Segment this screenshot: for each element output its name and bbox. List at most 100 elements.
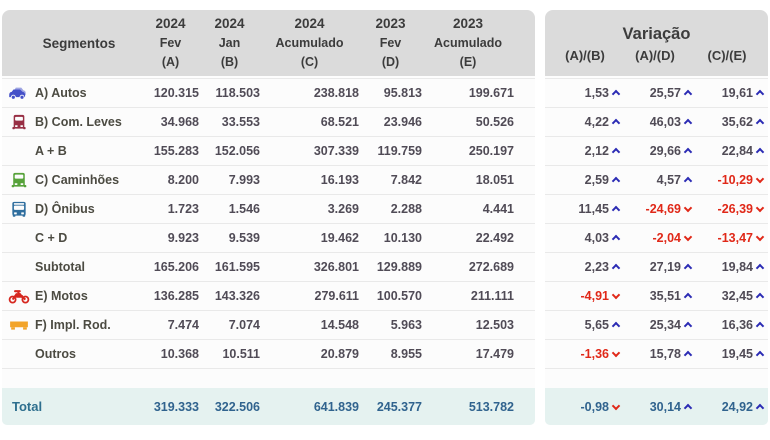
variation-row-c-plus-d: 4,03 -2,04 -13,47: [545, 223, 768, 252]
variation-panel: Variação (A)/(B) (A)/(D) (C)/(E) 1,53 25…: [545, 10, 768, 425]
variation-value: -2,04: [619, 229, 693, 247]
value-e: 211.111: [470, 289, 514, 303]
value-d: 5.963: [390, 318, 422, 332]
table-row-subtotal: Subtotal 165.206 161.595 326.801 129.889…: [2, 252, 535, 281]
value-d: 23.946: [383, 115, 422, 129]
trend-arrow-icon: [755, 403, 765, 412]
variation-title: Variação: [622, 25, 691, 43]
value-e: 17.479: [475, 347, 514, 361]
value-e: 18.051: [475, 173, 514, 187]
van-icon: [8, 114, 35, 130]
cars-icon: [8, 85, 35, 101]
value-b: 143.326: [214, 289, 260, 303]
variation-total-value: -0,98: [551, 398, 621, 416]
value-e: 4.441: [482, 202, 514, 216]
variation-value: 19,84: [691, 258, 765, 276]
value-a: 120.315: [153, 86, 199, 100]
segment-label: C + D: [35, 231, 68, 245]
value-c: 307.339: [313, 144, 359, 158]
variation-value: -1,36: [551, 345, 621, 363]
column-header-e: 2023 Acumulado (E): [433, 16, 503, 70]
variation-value: 2,59: [551, 171, 621, 189]
trend-arrow-icon: [755, 203, 765, 213]
variation-value: 4,03: [551, 229, 621, 247]
table-row-autos: A) Autos 120.315 118.503 238.818 95.813 …: [2, 78, 535, 107]
total-b: 322.506: [214, 399, 260, 414]
value-d: 95.813: [383, 86, 422, 100]
table-row-outros: Outros 10.368 10.511 20.879 8.955 17.479: [2, 339, 535, 368]
value-d: 10.130: [383, 231, 422, 245]
trend-arrow-icon: [755, 232, 765, 242]
table-row-motos: E) Motos 136.285 143.326 279.611 100.570…: [2, 281, 535, 310]
variation-row-com-leves: 4,22 46,03 35,62: [545, 107, 768, 136]
column-header-d: 2023 Fev (D): [375, 16, 406, 70]
value-c: 3.269: [327, 202, 359, 216]
trend-arrow-icon: [755, 292, 765, 302]
segment-label: A + B: [35, 144, 67, 158]
value-a: 155.283: [153, 144, 199, 158]
variation-value: 1,53: [551, 84, 621, 102]
trend-arrow-icon: [755, 174, 765, 184]
column-header-c: 2024 Acumulado (C): [275, 16, 344, 70]
variation-value: 22,84: [691, 142, 765, 160]
variation-value: 16,36: [691, 316, 765, 334]
value-e: 50.526: [475, 115, 514, 129]
segment-label: E) Motos: [35, 289, 88, 303]
value-e: 22.492: [475, 231, 514, 245]
value-c: 238.818: [313, 86, 359, 100]
variation-value: 32,45: [691, 287, 765, 305]
value-d: 7.842: [390, 173, 422, 187]
variation-row-motos: -4,91 35,51 32,45: [545, 281, 768, 310]
variation-value: 35,51: [619, 287, 693, 305]
variation-row-caminhoes: 2,59 4,57 -10,29: [545, 165, 768, 194]
value-c: 19.462: [320, 231, 359, 245]
spacer-row: [2, 368, 535, 388]
trend-arrow-icon: [755, 263, 765, 273]
variation-total-value: 24,92: [691, 398, 765, 416]
segment-label: F) Impl. Rod.: [35, 318, 111, 332]
variation-row-total: -0,98 30,14 24,92: [545, 388, 768, 425]
segments-column-header: Segmentos: [42, 35, 116, 51]
total-label: Total: [12, 399, 43, 414]
variation-value: 25,34: [619, 316, 693, 334]
value-c: 20.879: [320, 347, 359, 361]
table-row-total: Total 319.333 322.506 641.839 245.377 51…: [2, 388, 535, 425]
value-a: 136.285: [153, 289, 199, 303]
value-e: 250.197: [468, 144, 514, 158]
variation-value: 15,78: [619, 345, 693, 363]
trend-arrow-icon: [755, 350, 765, 360]
variation-column-a-b: (A)/(B): [565, 48, 605, 63]
variation-value: -24,69: [619, 200, 693, 218]
value-a: 1.723: [167, 202, 199, 216]
variation-value: 25,57: [619, 84, 693, 102]
column-header-b: 2024 Jan (B): [214, 16, 245, 70]
total-a: 319.333: [153, 399, 199, 414]
variation-value: 19,45: [691, 345, 765, 363]
table-row-onibus: D) Ônibus 1.723 1.546 3.269 2.288 4.441: [2, 194, 535, 223]
total-e: 513.782: [468, 399, 514, 414]
truck-icon: [8, 172, 35, 188]
value-a: 10.368: [160, 347, 199, 361]
value-b: 118.503: [215, 86, 261, 100]
variation-value: 11,45: [551, 200, 621, 218]
motorcycle-icon: [8, 288, 35, 304]
value-b: 9.539: [228, 231, 260, 245]
trend-arrow-icon: [755, 118, 765, 128]
value-b: 152.056: [214, 144, 260, 158]
segment-label: Outros: [35, 347, 76, 361]
segment-label: B) Com. Leves: [35, 115, 122, 129]
trailer-icon: [8, 317, 35, 333]
variation-value: 46,03: [619, 113, 693, 131]
value-b: 7.993: [228, 173, 260, 187]
value-c: 279.611: [314, 289, 360, 303]
value-b: 33.553: [221, 115, 260, 129]
value-c: 14.548: [320, 318, 359, 332]
value-a: 34.968: [160, 115, 199, 129]
variation-value: -26,39: [691, 200, 765, 218]
value-d: 8.955: [390, 347, 422, 361]
value-d: 2.288: [390, 202, 422, 216]
variation-row-onibus: 11,45 -24,69 -26,39: [545, 194, 768, 223]
variation-row-autos: 1,53 25,57 19,61: [545, 78, 768, 107]
value-b: 161.595: [214, 260, 260, 274]
variation-value: 4,57: [619, 171, 693, 189]
